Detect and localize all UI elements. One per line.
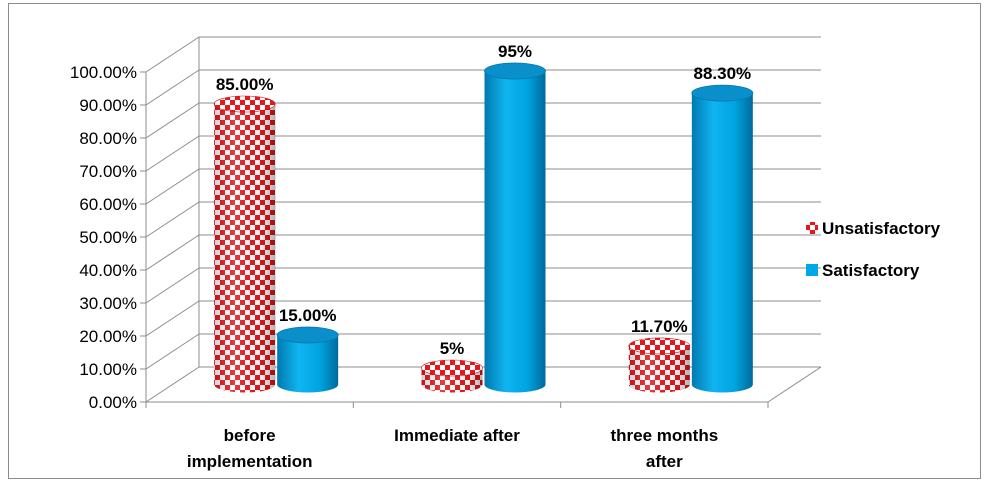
x-tick-label-line: three months xyxy=(610,426,718,445)
gridline-diagonal xyxy=(145,102,200,139)
y-tick-label: 0.00% xyxy=(89,393,137,412)
x-tick-label: Immediate after xyxy=(394,426,520,445)
y-tick-label: 70.00% xyxy=(79,162,137,181)
y-tick-label: 30.00% xyxy=(79,294,137,313)
y-tick-label: 100.00% xyxy=(70,63,137,82)
gridline-diagonal xyxy=(145,366,200,403)
gridline-diagonal xyxy=(145,135,200,172)
x-tick-label-line: implementation xyxy=(187,452,313,471)
floor-right-edge xyxy=(767,366,822,403)
data-label: 88.30% xyxy=(693,64,751,83)
y-tick-label: 50.00% xyxy=(79,228,137,247)
legend-label: Unsatisfactory xyxy=(822,219,941,238)
legend-swatch xyxy=(806,264,818,276)
legend: Unsatisfactory Satisfactory xyxy=(806,219,941,280)
bar-top xyxy=(276,326,339,344)
bar-top xyxy=(628,337,691,355)
bar xyxy=(628,337,691,393)
bar-shade xyxy=(214,104,276,393)
data-label: 5% xyxy=(440,339,465,358)
data-label: 85.00% xyxy=(216,75,274,94)
y-tick-label: 10.00% xyxy=(79,360,137,379)
bar-top xyxy=(213,95,276,113)
gridline-diagonal xyxy=(145,36,200,73)
y-tick-label: 80.00% xyxy=(79,129,137,148)
data-label: 11.70% xyxy=(631,317,688,336)
data-label: 95% xyxy=(498,42,532,61)
gridline-diagonal xyxy=(145,267,200,304)
bar-top xyxy=(484,62,546,80)
bar-body xyxy=(484,71,546,393)
gridline-diagonal xyxy=(145,168,200,205)
legend-swatch xyxy=(806,222,818,234)
y-tick-label: 60.00% xyxy=(79,195,137,214)
bar-top xyxy=(691,84,754,102)
bars-layer xyxy=(213,62,754,393)
gridline-diagonal xyxy=(145,201,200,238)
gridline-diagonal xyxy=(145,300,200,337)
data-labels-layer: 85.00% 5% 11.70% 15.00% 95% 88.30% xyxy=(216,42,751,358)
bar xyxy=(421,359,483,393)
bar xyxy=(213,95,276,393)
x-tick-label: before implementation xyxy=(187,426,313,471)
data-label: 15.00% xyxy=(279,306,337,325)
axis-layer: 0.00% 10.00% 20.00% 30.00% 40.00% 50.00% 60.00… xyxy=(70,37,822,471)
y-tick-label: 20.00% xyxy=(79,327,137,346)
gridline-diagonal xyxy=(145,333,200,370)
x-tick-label: three months after xyxy=(610,426,718,471)
legend-label: Satisfactory xyxy=(822,261,920,280)
x-tick-label-line: after xyxy=(646,452,683,471)
bar xyxy=(276,326,339,393)
bar-body xyxy=(277,335,339,393)
bar xyxy=(484,62,546,393)
gridline-diagonal xyxy=(145,234,200,271)
gridline-diagonal xyxy=(145,69,200,106)
y-tick-label: 40.00% xyxy=(79,261,137,280)
x-tick-label-line: before xyxy=(224,426,276,445)
bar-top xyxy=(421,359,483,377)
bar-shade xyxy=(628,345,690,393)
y-tick-label: 90.00% xyxy=(79,96,137,115)
bar-body xyxy=(691,93,753,393)
bar xyxy=(691,84,754,393)
x-tick-label-line: Immediate after xyxy=(394,426,520,445)
